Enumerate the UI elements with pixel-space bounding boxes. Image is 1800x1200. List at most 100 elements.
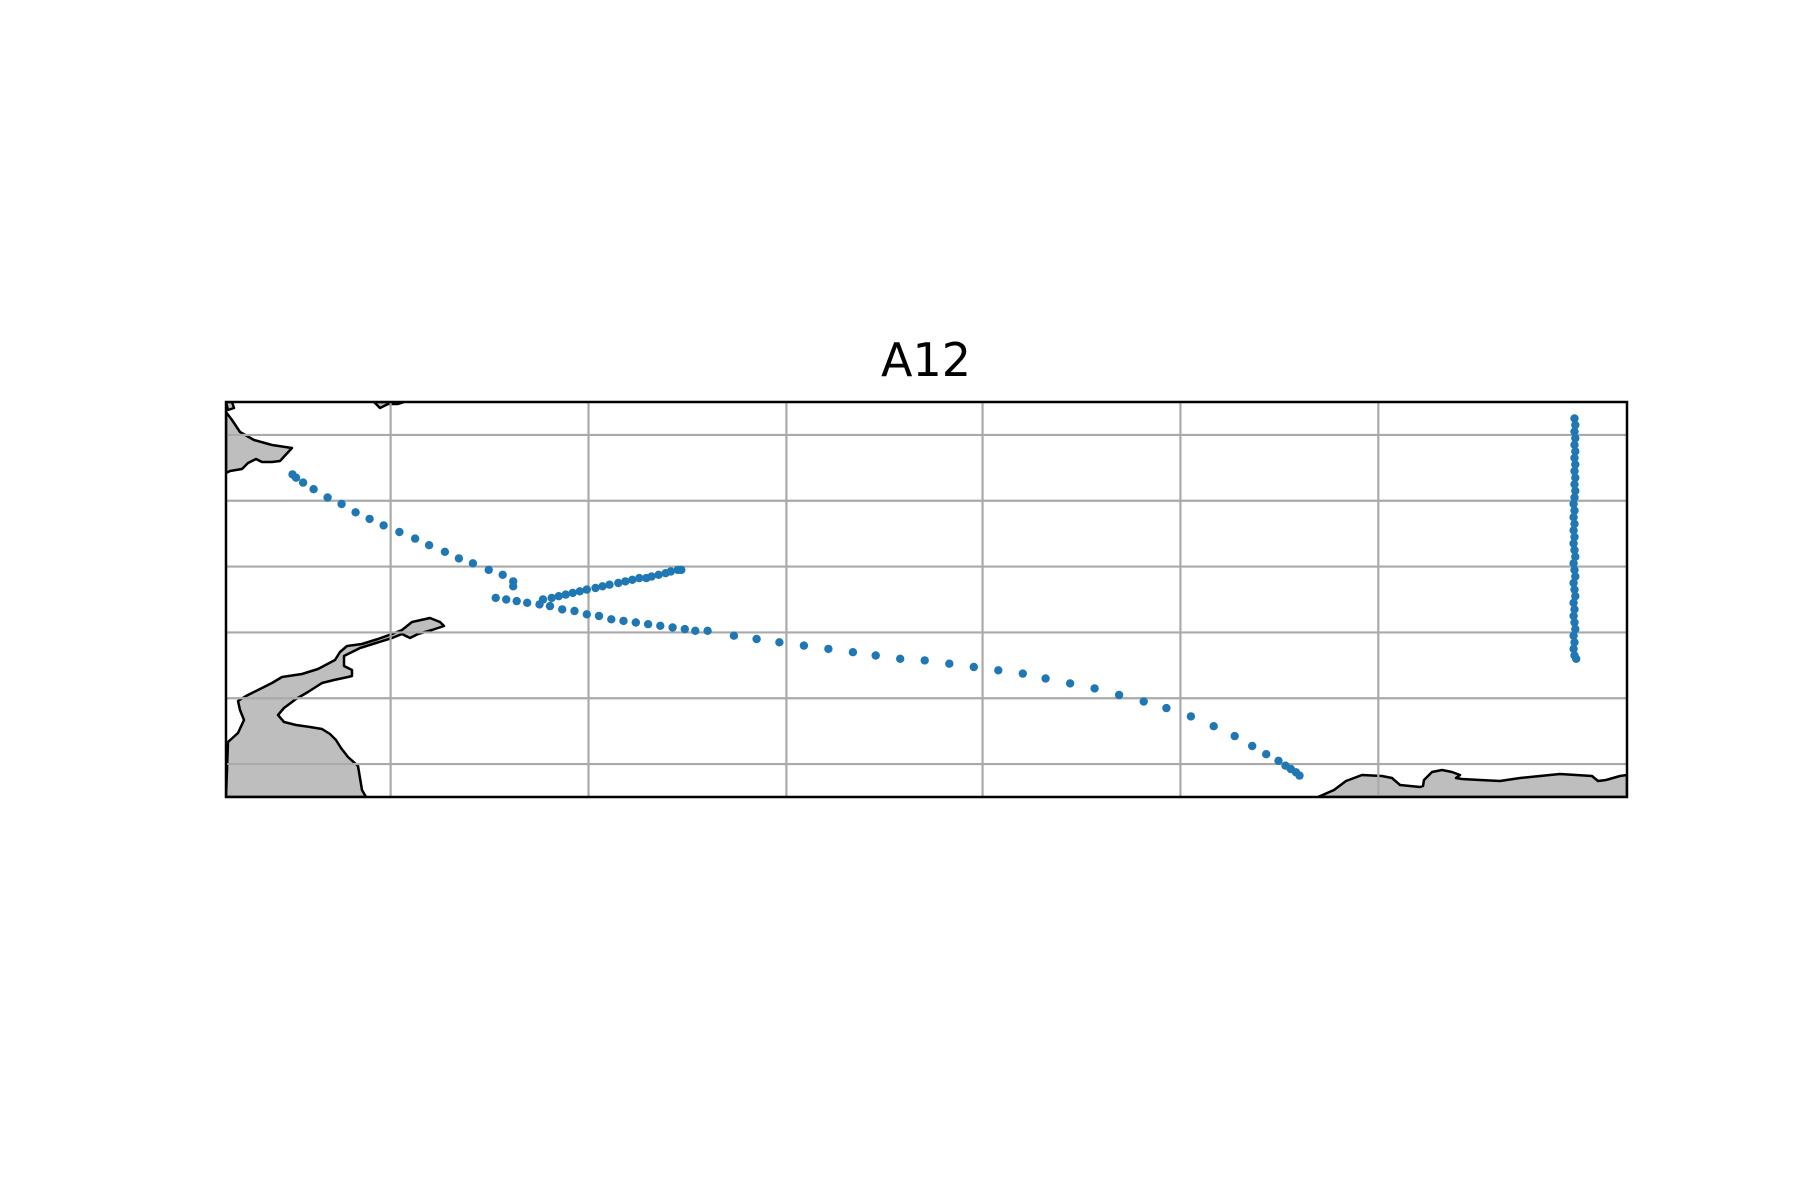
land-layer: [226, 402, 1627, 797]
station-point: [1572, 654, 1581, 663]
station-point: [896, 654, 905, 663]
station-point: [512, 596, 521, 606]
cruise-track-segment-3: [1569, 414, 1581, 663]
station-point: [1571, 434, 1580, 443]
station-point: [523, 598, 532, 607]
station-point: [1570, 638, 1579, 647]
station-point: [1162, 703, 1171, 713]
station-point: [621, 577, 630, 586]
station-point: [558, 605, 567, 614]
station-point: [502, 595, 511, 604]
station-point: [631, 618, 640, 627]
station-point: [1569, 598, 1578, 607]
land-falkland-islands: [372, 402, 406, 410]
station-point: [1248, 741, 1257, 751]
station-point: [619, 616, 628, 626]
station-point: [1570, 618, 1579, 627]
station-point: [1569, 499, 1578, 509]
station-point: [498, 570, 507, 579]
gridlines: [226, 402, 1627, 797]
station-point: [598, 582, 607, 591]
cruise-track-segment-1: [538, 565, 686, 604]
station-point: [656, 621, 665, 630]
station-point: [561, 590, 570, 599]
station-point: [1571, 624, 1580, 634]
station-point: [1571, 486, 1580, 496]
station-point: [582, 585, 591, 594]
station-point: [1571, 460, 1580, 469]
station-point: [410, 534, 420, 543]
station-point: [395, 527, 404, 537]
station-point: [554, 592, 563, 601]
station-point: [1571, 447, 1580, 456]
station-point: [1569, 611, 1578, 621]
station-point: [752, 634, 761, 644]
station-point: [1090, 684, 1099, 693]
station-point: [351, 508, 360, 517]
station-point: [1570, 506, 1579, 515]
land-antarctica: [1316, 768, 1627, 797]
station-point: [570, 606, 579, 616]
station-point: [1571, 420, 1580, 430]
station-point: [654, 570, 663, 579]
station-point: [491, 593, 500, 603]
station-point: [1139, 697, 1148, 706]
station-point: [643, 620, 653, 629]
station-point: [1570, 480, 1579, 489]
station-point: [1570, 519, 1579, 528]
station-point: [920, 656, 929, 665]
station-point: [824, 644, 833, 654]
station-point: [1571, 592, 1580, 601]
station-point: [591, 583, 600, 593]
station-point: [1209, 722, 1218, 731]
station-point: [1571, 572, 1580, 581]
station-point: [1570, 493, 1579, 502]
station-point: [871, 651, 880, 660]
station-point: [1569, 539, 1578, 548]
station-point: [323, 493, 332, 502]
station-point: [1230, 731, 1239, 741]
station-point: [1571, 473, 1580, 482]
station-point: [1570, 565, 1579, 575]
station-point: [1571, 552, 1580, 561]
station-point: [298, 478, 308, 487]
station-point: [1274, 756, 1283, 765]
station-point: [1570, 427, 1579, 436]
station-point: [703, 626, 712, 635]
station-point: [594, 611, 604, 621]
chart-title: A12: [881, 333, 971, 387]
station-point: [582, 610, 591, 619]
station-point: [1570, 414, 1579, 423]
station-point: [848, 648, 858, 657]
station-point: [468, 559, 478, 568]
station-point: [1065, 679, 1075, 688]
station-point: [635, 573, 644, 583]
station-point: [729, 631, 739, 640]
station-point: [535, 600, 544, 609]
station-point: [1569, 644, 1578, 654]
station-point: [1570, 605, 1579, 614]
station-point: [680, 624, 689, 634]
station-point: [945, 659, 954, 668]
station-point: [677, 565, 686, 575]
station-point: [775, 638, 784, 647]
station-point: [647, 572, 656, 581]
station-point: [575, 587, 584, 596]
land-south-america: [226, 402, 294, 475]
station-point: [509, 582, 518, 591]
station-point: [424, 541, 434, 550]
station-point: [994, 666, 1003, 675]
station-point: [365, 514, 374, 524]
station-point: [309, 485, 318, 494]
station-point: [1569, 513, 1578, 522]
station-point: [1569, 578, 1578, 588]
station-point: [969, 662, 978, 672]
cruise-track-segment-2: [491, 593, 1304, 780]
station-point: [1570, 453, 1579, 463]
station-point: [666, 567, 675, 576]
land-tierra-del-fuego: [226, 402, 236, 412]
station-point: [1570, 440, 1579, 449]
station-point: [440, 547, 450, 556]
station-point: [545, 601, 555, 611]
station-point: [337, 499, 346, 509]
